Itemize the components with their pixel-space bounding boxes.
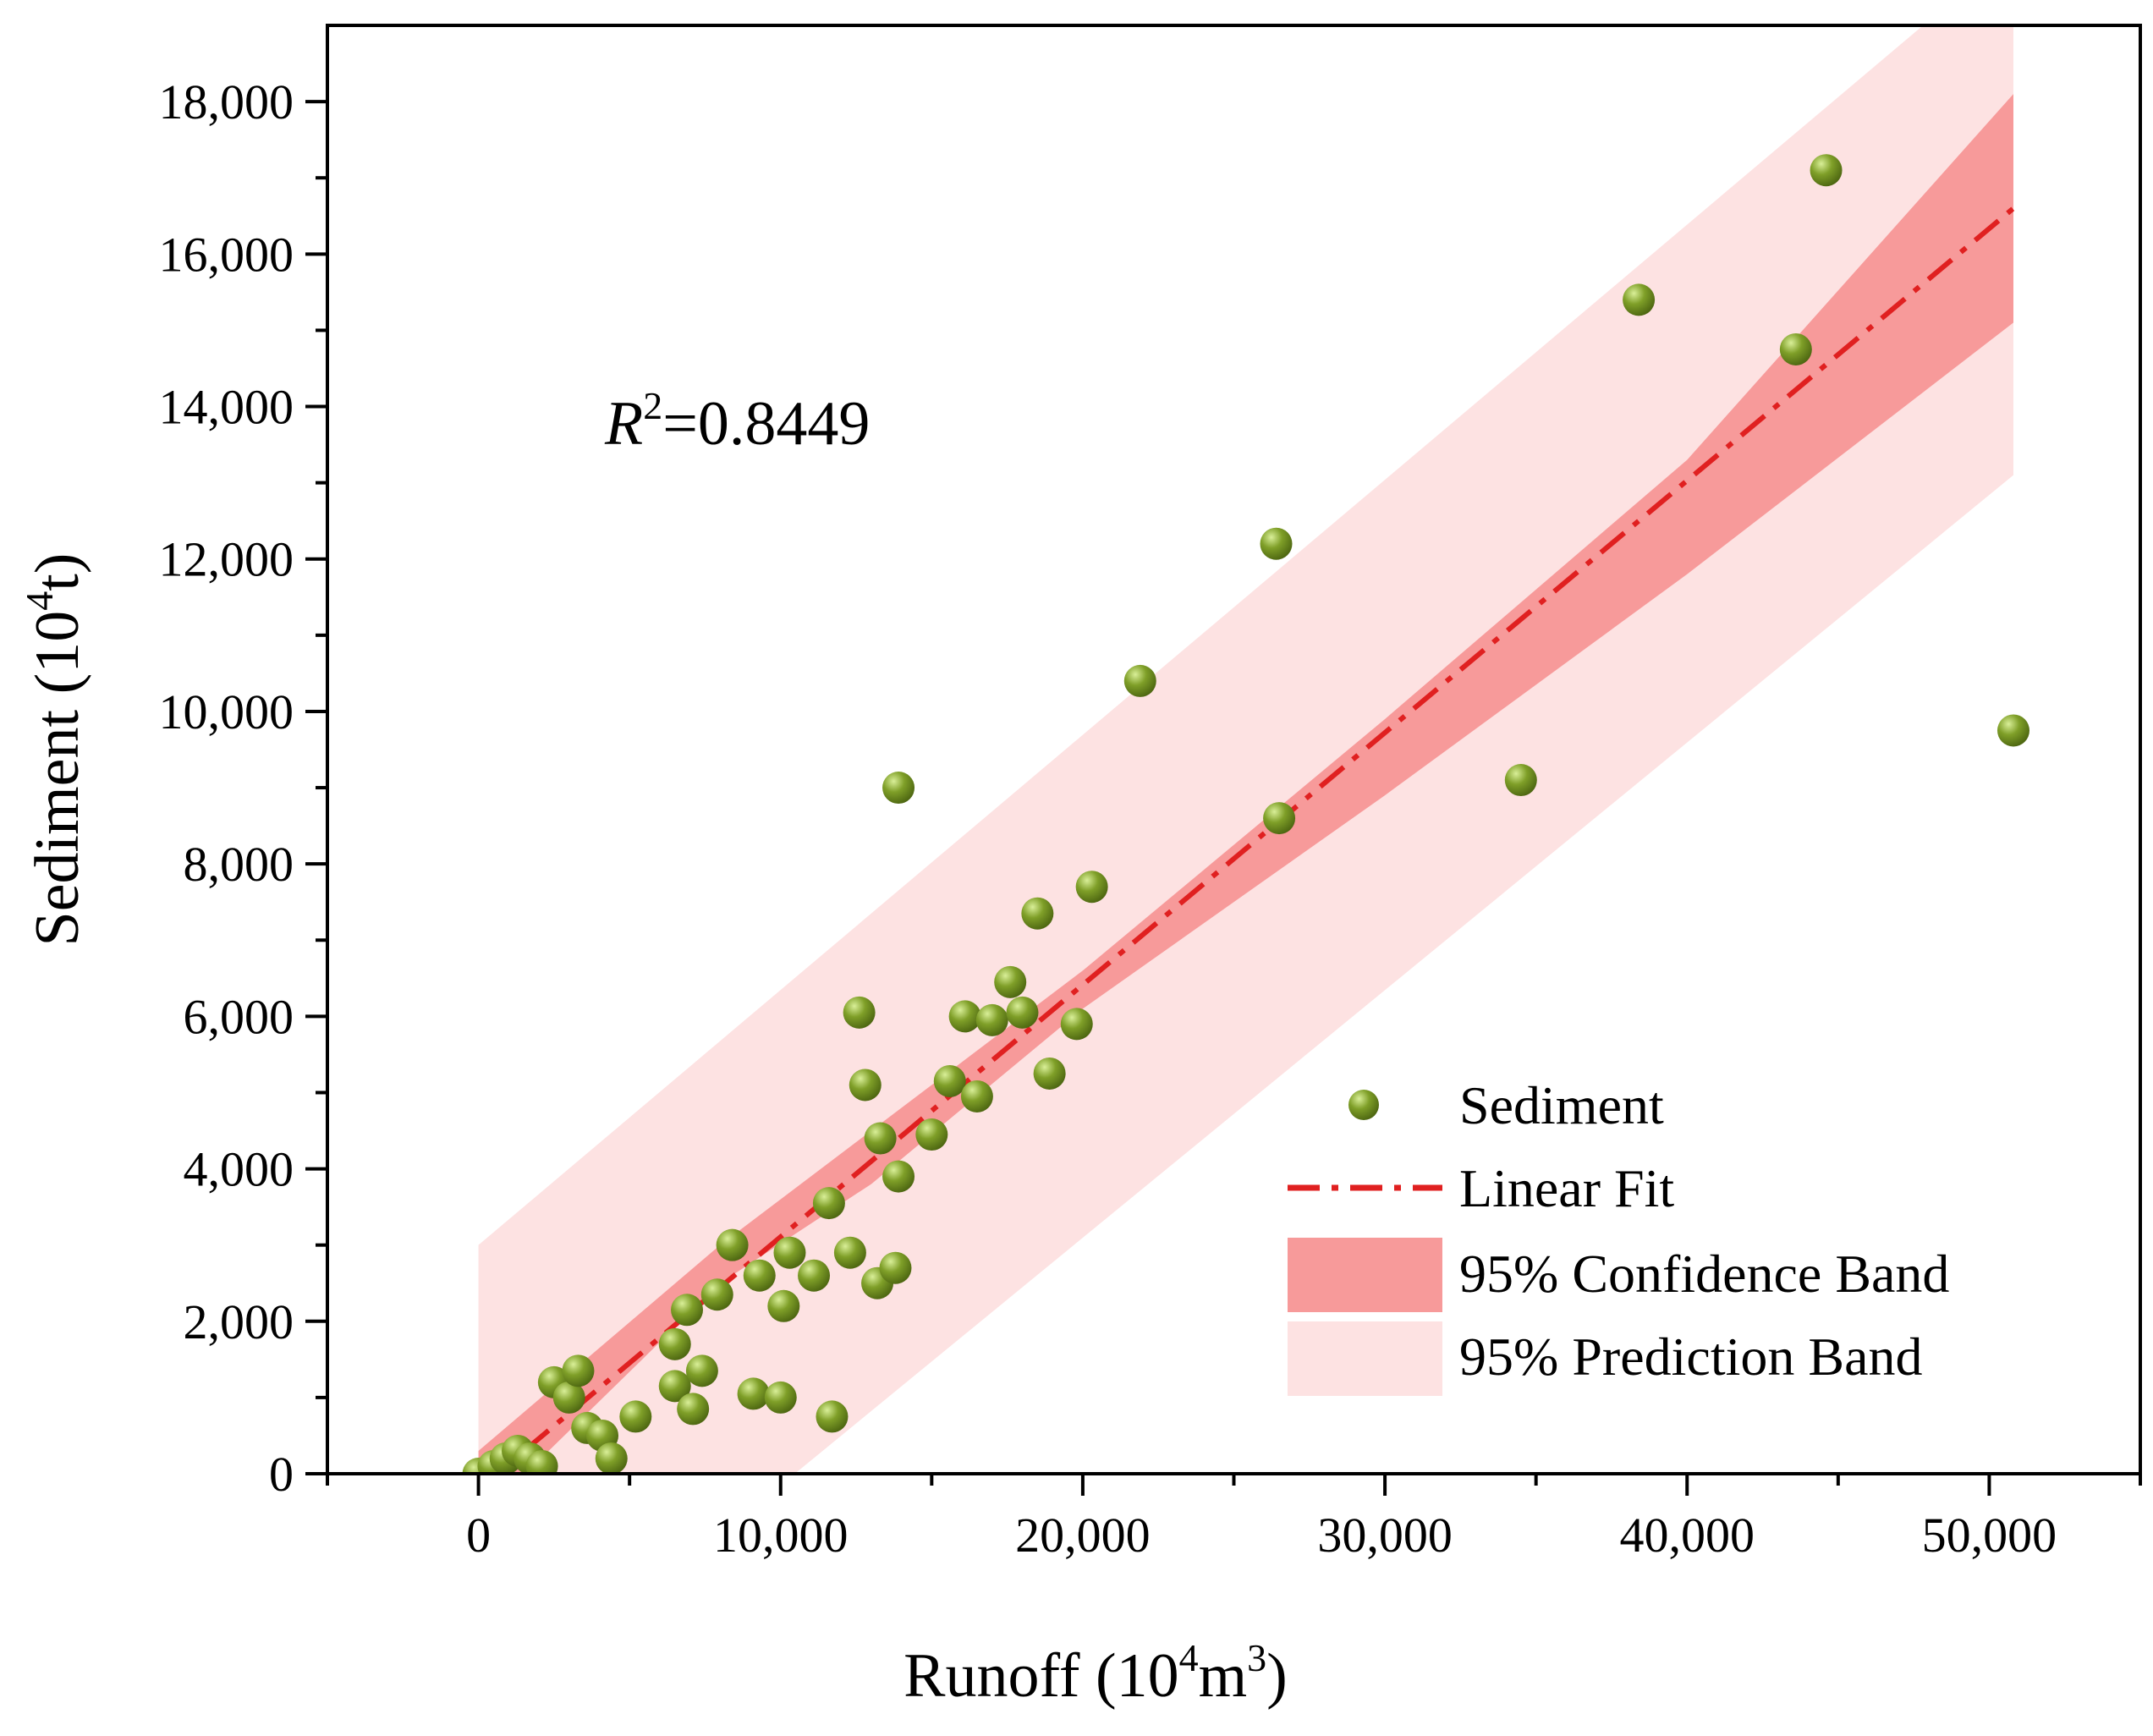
data-point (960, 1080, 993, 1112)
y-axis-title: Sediment (104t) (18, 553, 92, 947)
data-point (1260, 527, 1293, 560)
legend-label-linear-fit: Linear Fit (1459, 1158, 1674, 1218)
data-point (737, 1377, 770, 1410)
data-point (677, 1393, 710, 1426)
data-point (882, 772, 915, 805)
data-point (1075, 871, 1108, 904)
data-point (933, 1064, 966, 1097)
data-point (812, 1187, 845, 1220)
x-axis-title: Runoff (104m3) (903, 1636, 1288, 1711)
legend-item-sediment: Sediment (1348, 1075, 1664, 1135)
data-point (685, 1354, 718, 1387)
x-tick-label: 30,000 (1317, 1508, 1453, 1563)
legend-marker-prediction-band (1288, 1321, 1442, 1396)
y-tick-label: 18,000 (159, 74, 294, 129)
data-point (948, 1000, 981, 1033)
legend-marker-confidence-band (1288, 1238, 1442, 1312)
r-squared-annotation: R2=0.8449 (604, 384, 870, 459)
data-point (1779, 332, 1812, 365)
data-point (1033, 1057, 1066, 1090)
data-point (816, 1400, 849, 1433)
data-point (975, 1003, 1008, 1036)
data-point (716, 1228, 749, 1261)
x-tick-label: 0 (466, 1508, 491, 1563)
x-axis: 0 10,000 20,000 30,000 40,000 50,000 (326, 1474, 2142, 1563)
y-tick-label: 4,000 (184, 1142, 294, 1197)
sediment-points (462, 154, 2029, 1474)
data-point (743, 1259, 776, 1292)
y-tick-label: 8,000 (184, 837, 294, 892)
y-axis: 0 2,000 4,000 6,000 8,000 10,000 12,000 14,000 1… (159, 74, 327, 1502)
legend-item-linear-fit: Linear Fit (1288, 1158, 1674, 1218)
legend-label-confidence-band: 95% Confidence Band (1459, 1244, 1949, 1304)
legend-item-prediction-band: 95% Prediction Band (1288, 1321, 1922, 1396)
data-point (798, 1259, 831, 1292)
x-tick-label: 40,000 (1620, 1508, 1755, 1563)
y-tick-label: 6,000 (184, 989, 294, 1044)
x-tick-label: 50,000 (1922, 1508, 2057, 1563)
data-point (1504, 764, 1537, 797)
y-tick-label: 0 (269, 1447, 294, 1502)
data-point (525, 1449, 558, 1474)
prediction-band (478, 25, 2013, 1474)
y-tick-label: 16,000 (159, 227, 294, 282)
data-point (658, 1370, 691, 1403)
y-tick-label: 2,000 (184, 1294, 294, 1349)
data-point (773, 1236, 806, 1269)
data-point (700, 1278, 733, 1311)
legend: Sediment Linear Fit 95% Confidence Band … (1288, 1075, 1949, 1396)
y-tick-label: 10,000 (159, 684, 294, 739)
data-point (1021, 897, 1054, 930)
y-tick-label: 14,000 (159, 380, 294, 435)
data-point (915, 1118, 948, 1151)
data-point (879, 1251, 912, 1284)
y-tick-label: 12,000 (159, 532, 294, 587)
data-point (1623, 283, 1656, 316)
data-point (833, 1236, 866, 1269)
legend-label-prediction-band: 95% Prediction Band (1459, 1327, 1922, 1387)
legend-marker-sediment (1348, 1090, 1379, 1120)
data-point (1996, 714, 2029, 747)
data-point (1123, 664, 1156, 697)
data-point (864, 1122, 897, 1155)
plot-area (326, 24, 2142, 1475)
data-point (1060, 1008, 1093, 1041)
data-point (595, 1442, 628, 1474)
data-point (562, 1354, 595, 1387)
x-tick-label: 10,000 (713, 1508, 849, 1563)
data-point (1810, 154, 1843, 187)
legend-label-sediment: Sediment (1459, 1075, 1664, 1135)
linear-fit-line (492, 206, 2015, 1474)
data-point (994, 965, 1027, 998)
confidence-band (478, 94, 2013, 1474)
data-point (882, 1160, 915, 1193)
data-point (658, 1327, 691, 1360)
data-point (552, 1381, 585, 1414)
data-point (619, 1400, 652, 1433)
data-point (767, 1289, 800, 1322)
data-point (671, 1294, 704, 1327)
data-point (1006, 996, 1039, 1029)
data-point (1263, 802, 1296, 835)
data-point (849, 1069, 882, 1101)
data-point (843, 996, 876, 1029)
x-tick-label: 20,000 (1015, 1508, 1151, 1563)
legend-item-confidence-band: 95% Confidence Band (1288, 1238, 1949, 1312)
data-point (764, 1381, 797, 1414)
